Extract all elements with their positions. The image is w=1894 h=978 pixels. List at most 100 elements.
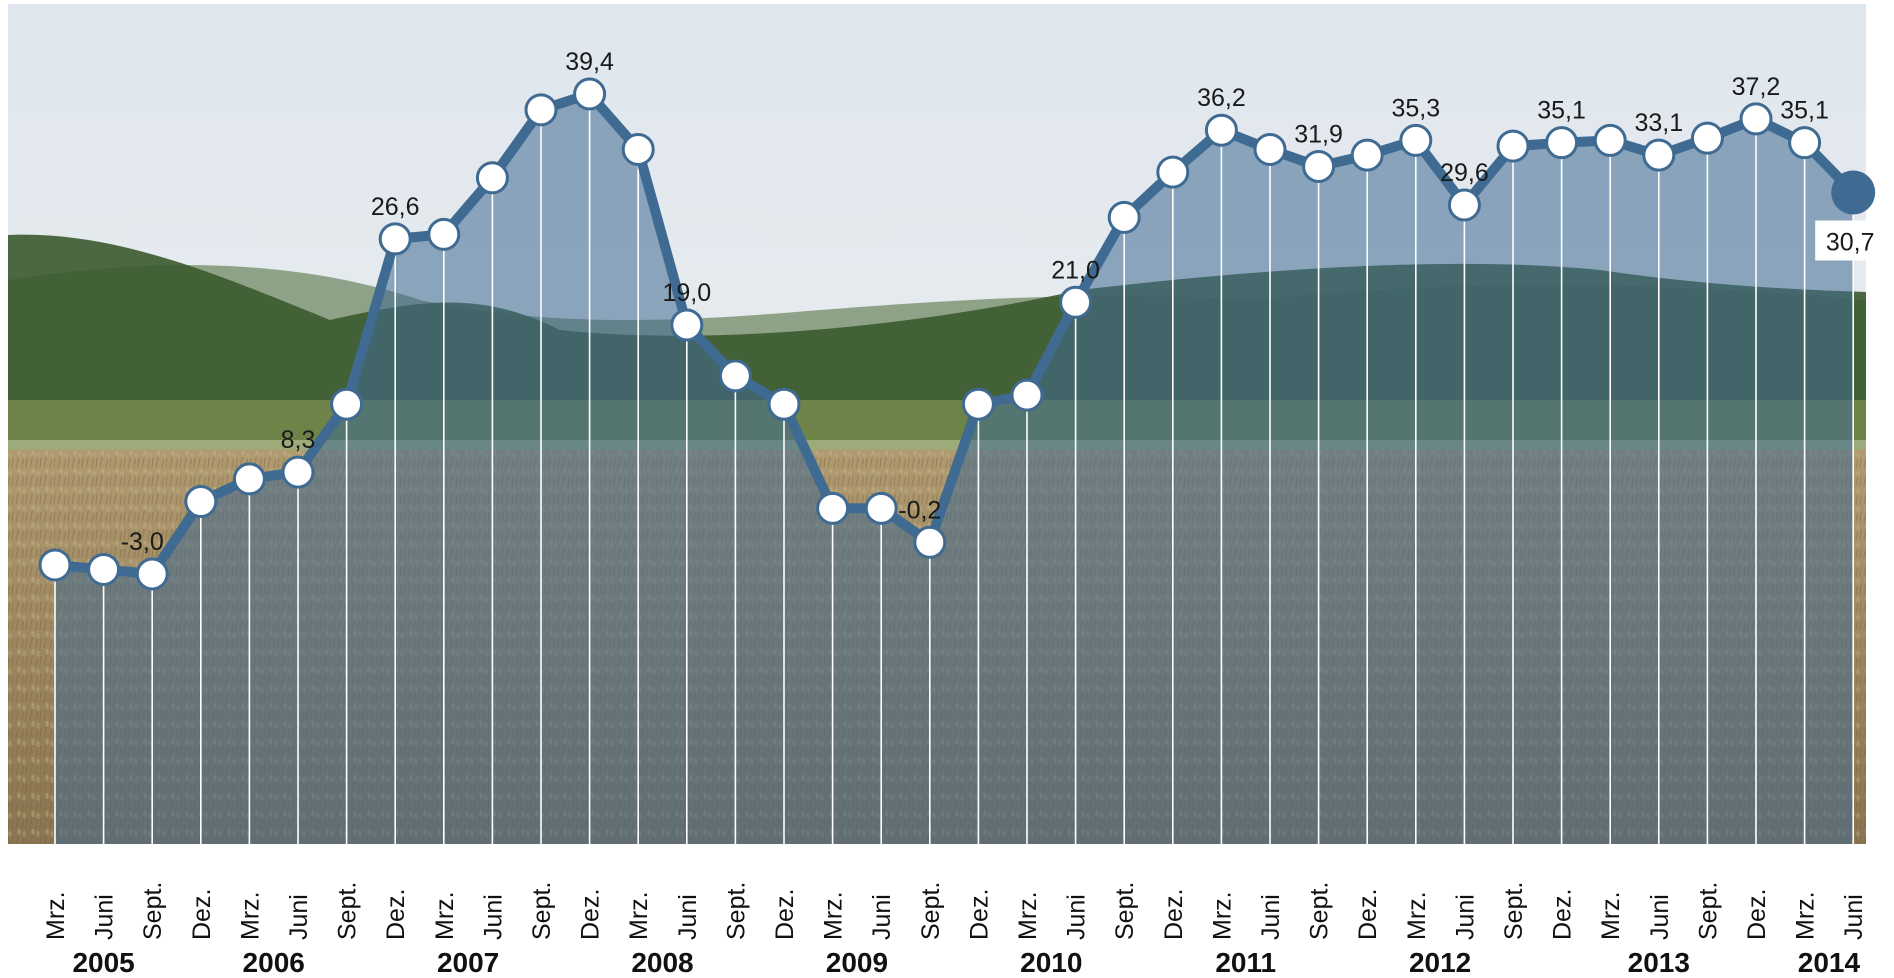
data-point-5 — [281, 455, 315, 489]
data-point-9 — [475, 161, 509, 195]
data-label-21: 21,0 — [1051, 256, 1100, 284]
x-tick-label-9: Juni — [479, 894, 507, 940]
data-point-24 — [1204, 113, 1238, 147]
year-label-2007: 2007 — [437, 947, 499, 978]
x-tick-label-14: Sept. — [722, 882, 750, 940]
data-point-14 — [718, 359, 752, 393]
x-tick-label-13: Juni — [674, 894, 702, 940]
x-tick-label-3: Dez. — [188, 889, 216, 940]
year-label-2013: 2013 — [1628, 947, 1690, 978]
x-tick-label-2: Sept. — [139, 882, 167, 940]
data-label-29: 29,6 — [1440, 159, 1489, 187]
data-point-8 — [427, 217, 461, 251]
x-tick-label-1: Juni — [91, 894, 119, 940]
data-label-7: 26,6 — [371, 193, 420, 221]
series-area — [55, 94, 1854, 844]
x-tick-label-16: Mrz. — [820, 891, 848, 940]
data-labels: -3,0 8,3 26,6 39,4 19,0 -0,2 21,0 36,2 31,9 35,3 2… — [121, 48, 1892, 556]
x-tick-label-15: Dez. — [771, 889, 799, 940]
vertical-gridlines — [54, 94, 1854, 844]
x-tick-label-31: Dez. — [1549, 889, 1577, 940]
data-point-25 — [1253, 132, 1287, 166]
data-point-15 — [767, 387, 801, 421]
data-point-0 — [38, 548, 72, 582]
x-tick-label-22: Sept. — [1111, 882, 1139, 940]
x-tick-label-24: Mrz. — [1208, 891, 1236, 940]
data-point-7 — [378, 222, 412, 256]
data-points — [38, 77, 1876, 591]
data-point-18 — [913, 525, 947, 559]
data-label-2: -3,0 — [121, 528, 164, 556]
x-tick-label-23: Dez. — [1160, 889, 1188, 940]
x-tick-label-10: Sept. — [528, 882, 556, 940]
data-point-37 — [1831, 170, 1876, 215]
x-tick-label-21: Juni — [1063, 894, 1091, 940]
data-point-27 — [1350, 138, 1384, 172]
data-point-20 — [1010, 378, 1044, 412]
year-label-2014: 2014 — [1798, 947, 1861, 978]
year-label-2009: 2009 — [826, 947, 888, 978]
x-tick-label-28: Mrz. — [1403, 891, 1431, 940]
data-label-5: 8,3 — [281, 426, 316, 454]
year-label-2008: 2008 — [631, 947, 693, 978]
data-point-1 — [87, 552, 121, 586]
data-label-31: 35,1 — [1537, 97, 1586, 125]
data-point-35 — [1739, 102, 1773, 136]
data-point-19 — [961, 387, 995, 421]
x-axis-tick-labels: Mrz. Juni Sept. Dez. Mrz. Juni Sept. Dez. Mrz. Ju… — [42, 882, 1868, 940]
x-tick-label-37: Juni — [1840, 894, 1868, 940]
x-tick-label-33: Juni — [1646, 894, 1674, 940]
x-tick-label-12: Mrz. — [625, 891, 653, 940]
data-point-3 — [184, 485, 218, 519]
x-tick-label-25: Juni — [1257, 894, 1285, 940]
data-point-31 — [1545, 126, 1579, 160]
x-tick-label-11: Dez. — [577, 889, 605, 940]
year-label-2010: 2010 — [1020, 947, 1082, 978]
data-point-2 — [135, 557, 169, 591]
data-label-35: 37,2 — [1732, 73, 1781, 101]
data-label-36: 35,1 — [1780, 97, 1829, 125]
data-point-23 — [1156, 155, 1190, 189]
data-point-36 — [1788, 126, 1822, 160]
data-point-11 — [573, 77, 607, 111]
data-label-33: 33,1 — [1634, 109, 1683, 137]
data-point-28 — [1399, 123, 1433, 157]
x-tick-label-17: Juni — [868, 894, 896, 940]
data-label-37: 30,7 — [1826, 228, 1875, 256]
year-label-2006: 2006 — [243, 947, 305, 978]
data-point-4 — [232, 462, 266, 496]
x-tick-label-6: Sept. — [334, 882, 362, 940]
x-tick-label-5: Juni — [285, 894, 313, 940]
year-label-2012: 2012 — [1409, 947, 1471, 978]
x-tick-label-34: Sept. — [1694, 882, 1722, 940]
data-point-16 — [816, 491, 850, 525]
data-point-22 — [1107, 200, 1141, 234]
data-label-26: 31,9 — [1294, 120, 1343, 148]
data-point-29 — [1447, 188, 1481, 222]
data-label-24: 36,2 — [1197, 84, 1246, 112]
data-point-12 — [621, 132, 655, 166]
x-tick-label-4: Mrz. — [236, 891, 264, 940]
data-point-17 — [864, 491, 898, 525]
x-tick-label-0: Mrz. — [42, 891, 70, 940]
x-tick-label-27: Dez. — [1354, 889, 1382, 940]
data-label-28: 35,3 — [1391, 94, 1440, 122]
x-tick-label-26: Sept. — [1306, 882, 1334, 940]
last-value-label-box — [1815, 220, 1892, 261]
data-label-13: 19,0 — [662, 279, 711, 307]
x-tick-label-32: Mrz. — [1597, 891, 1625, 940]
data-point-32 — [1593, 123, 1627, 157]
x-tick-label-35: Dez. — [1743, 889, 1771, 940]
year-label-2011: 2011 — [1215, 947, 1276, 978]
x-tick-label-36: Mrz. — [1792, 891, 1820, 940]
x-tick-label-18: Sept. — [917, 882, 945, 940]
data-point-21 — [1059, 285, 1093, 319]
data-point-33 — [1642, 138, 1676, 172]
x-tick-label-20: Mrz. — [1014, 891, 1042, 940]
x-tick-label-29: Juni — [1451, 894, 1479, 940]
data-point-13 — [670, 308, 704, 342]
x-tick-label-19: Dez. — [965, 889, 993, 940]
data-point-6 — [330, 387, 364, 421]
x-tick-label-7: Dez. — [382, 889, 410, 940]
